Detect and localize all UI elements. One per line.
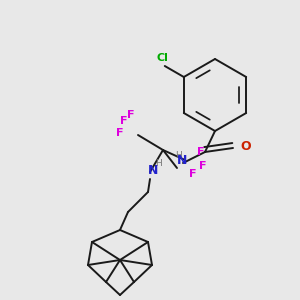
Text: F: F xyxy=(197,147,205,157)
Text: F: F xyxy=(127,110,135,120)
Text: F: F xyxy=(120,116,128,126)
Text: F: F xyxy=(189,169,197,179)
Text: N: N xyxy=(148,164,158,176)
Text: N: N xyxy=(177,154,187,167)
Text: O: O xyxy=(241,140,251,154)
Text: F: F xyxy=(116,128,124,138)
Text: Cl: Cl xyxy=(157,53,169,63)
Text: F: F xyxy=(199,161,207,171)
Text: H: H xyxy=(176,151,182,160)
Text: H: H xyxy=(154,160,161,169)
